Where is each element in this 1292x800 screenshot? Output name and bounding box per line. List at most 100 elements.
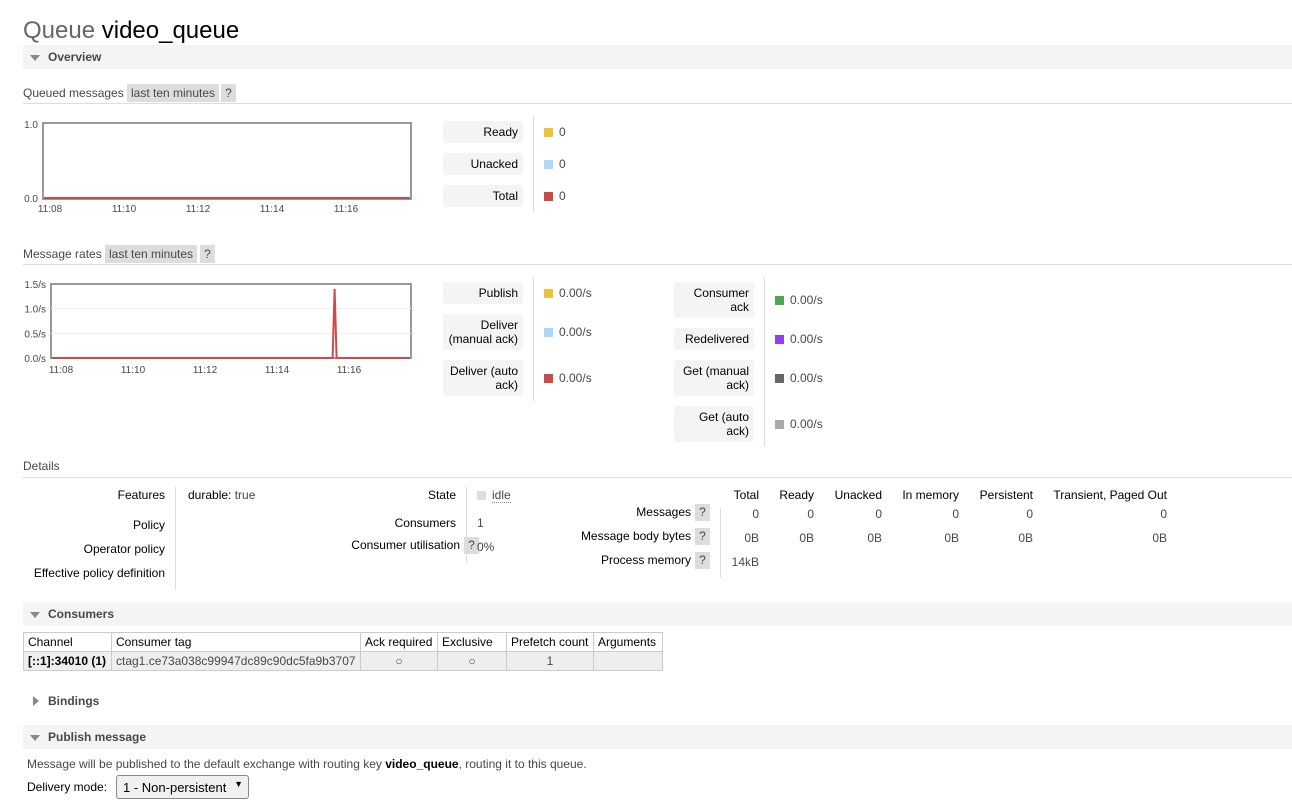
delivery-mode-select[interactable]: 1 - Non-persistent ▼ [116,775,249,799]
rates-x-tick-label: 11:08 [49,365,74,376]
messages-stat-value: 0 [1026,507,1033,521]
legend-divider [533,116,534,212]
channel-link[interactable]: [::1]:34010 (1) [23,651,112,671]
rates-x-tick-label: 11:16 [337,365,362,376]
dropdown-arrow-icon: ▼ [234,779,243,789]
queued-range-selector[interactable]: last ten minutes [127,84,220,102]
col-consumer-tag: Consumer tag [111,632,361,652]
stats-column-header: Total [733,488,759,502]
consumer-utilisation-value: 0% [477,540,495,554]
details-divider-3 [720,508,721,578]
consumers-section-toggle[interactable]: Consumers [23,602,1292,626]
process-memory-label: Process memory? [601,552,710,569]
unacked-swatch-icon [544,160,553,169]
legend-deliver-manual-value: 0.00/s [544,325,592,339]
legend-consumer-ack-value: 0.00/s [775,293,823,307]
redelivered-swatch-icon [775,335,784,344]
legend-ready-value: 0 [544,125,566,139]
details-divider-1 [175,487,176,590]
publish-swatch-icon [544,289,553,298]
get-auto-swatch-icon [775,420,784,429]
utilisation-help-button[interactable]: ? [464,537,479,554]
rates-help-button[interactable]: ? [200,245,215,263]
queued-messages-label: Queued messages [23,86,124,100]
legend-ready-label: Ready [443,121,523,143]
publish-description: Message will be published to the default… [27,757,587,771]
queued-plot-area [42,122,412,200]
rates-legend-right-divider [764,277,765,447]
rates-range-selector[interactable]: last ten minutes [105,245,198,263]
col-arguments: Arguments [593,632,663,652]
collapse-triangle-icon [30,55,40,61]
queued-x-tick-label: 11:08 [38,204,63,215]
features-label: Features [117,488,165,502]
messages-stat-value: 0 [875,507,882,521]
queue-name: video_queue [101,17,240,44]
page-title: Queue video_queue [23,17,239,45]
body-bytes-stat-value: 0B [867,531,882,545]
idle-state-icon [477,491,486,500]
process-memory-help-button[interactable]: ? [695,552,710,569]
state-label: State [427,488,456,502]
consumer-utilisation-label: Consumer utilisation? [351,537,479,554]
publish-section-toggle[interactable]: Publish message [23,725,1292,749]
body-bytes-stat-value: 0B [1152,531,1167,545]
collapse-triangle-icon [30,735,40,741]
rates-x-tick-label: 11:10 [121,365,146,376]
col-prefetch-count: Prefetch count [506,632,594,652]
rates-legend-right: Consumer ack Redelivered Get (manual ack… [674,277,894,447]
publish-heading: Publish message [48,730,147,744]
message-rates-chart: 1.5/s 1.0/s 0.5/s 0.0/s 11:08 11:10 11:12 11:1… [23,277,423,377]
queued-x-tick-label: 11:12 [186,204,211,215]
details-divider-2 [466,487,467,563]
exclusive-cell: ○ [437,651,507,671]
features-value: durable: true [188,488,256,502]
body-bytes-label: Message body bytes? [581,528,710,545]
rates-y-tick-label: 0.0/s [24,354,46,365]
table-row: [::1]:34010 (1) ctag1.ce73a038c99947dc89… [23,651,663,671]
rates-legend-divider [533,277,534,401]
bindings-heading: Bindings [48,694,100,708]
message-rates-label: Message rates [23,247,102,261]
consumers-heading: Consumers [48,607,115,621]
consumers-value: 1 [477,516,484,530]
consumer-ack-swatch-icon [775,296,784,305]
messages-stat-value: 0 [952,507,959,521]
legend-deliver-auto-label: Deliver (auto ack) [443,360,523,396]
body-bytes-help-button[interactable]: ? [695,528,710,545]
queued-x-tick-label: 11:14 [260,204,285,215]
legend-deliver-manual-label: Deliver (manual ack) [443,314,523,350]
queued-y-tick-bottom: 0.0 [24,194,38,205]
bindings-section-toggle[interactable]: Bindings [23,689,1292,713]
prefetch-count-cell: 1 [506,651,594,671]
collapse-triangle-icon [30,612,40,618]
process-memory-value: 14kB [731,555,759,569]
rates-x-tick-label: 11:14 [265,365,290,376]
col-channel: Channel [23,632,112,652]
legend-deliver-auto-value: 0.00/s [544,371,592,385]
messages-help-button[interactable]: ? [695,504,710,521]
queued-help-button[interactable]: ? [221,84,236,102]
stats-column-header: In memory [902,488,959,502]
deliver-manual-swatch-icon [544,328,553,337]
stats-column-header: Unacked [834,488,882,502]
policy-label: Policy [132,518,165,532]
legend-get-manual-value: 0.00/s [775,371,823,385]
legend-redelivered-label: Redelivered [674,328,754,350]
ready-swatch-icon [544,128,553,137]
legend-unacked-label: Unacked [443,153,523,175]
queued-x-tick-label: 11:10 [112,204,137,215]
messages-stat-value: 0 [807,507,814,521]
operator-policy-label: Operator policy [83,542,165,556]
rates-legend-left: Publish Deliver (manual ack) Deliver (au… [443,277,663,401]
body-bytes-stat-value: 0B [744,531,759,545]
messages-stat-value: 0 [1160,507,1167,521]
rates-y-tick-label: 1.5/s [24,280,46,291]
rates-deliver-auto-series-line [52,288,410,359]
body-bytes-stat-value: 0B [944,531,959,545]
consumers-table-header: Channel Consumer tag Ack required Exclus… [23,632,663,652]
details-subheader: Details [23,458,1292,478]
queued-messages-chart: 1.0 0.0 11:08 11:10 11:12 11:14 11:16 [23,116,423,216]
overview-section-toggle[interactable]: Overview [23,45,1292,69]
rates-x-tick-label: 11:12 [193,365,218,376]
